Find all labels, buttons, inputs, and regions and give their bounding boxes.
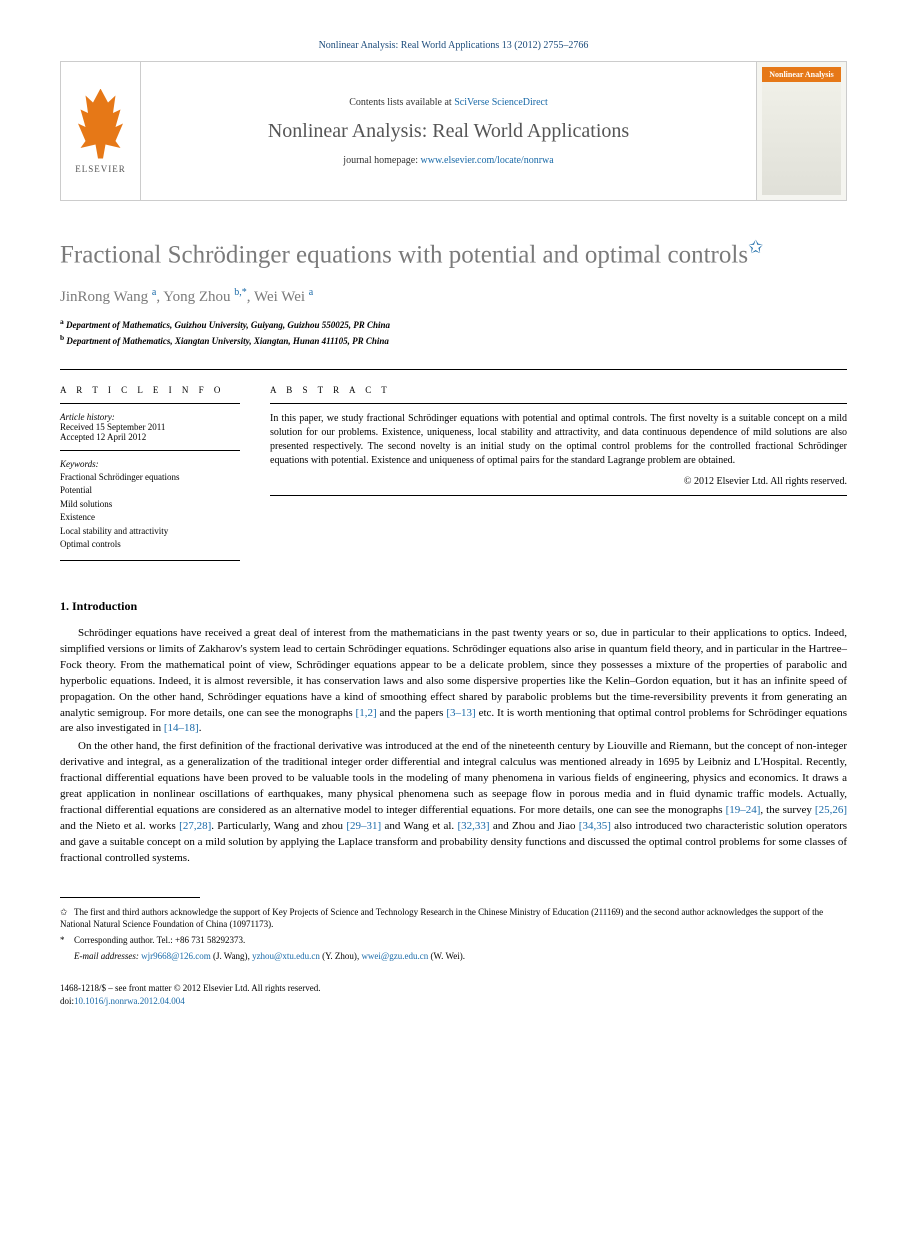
citation-text: Nonlinear Analysis: Real World Applicati… — [319, 40, 589, 51]
affiliation-b: b Department of Mathematics, Xiangtan Un… — [60, 332, 847, 349]
abstract-column: A B S T R A C T In this paper, we study … — [270, 385, 847, 569]
journal-name: Nonlinear Analysis: Real World Applicati… — [268, 120, 629, 143]
homepage-line: journal homepage: www.elsevier.com/locat… — [343, 155, 553, 166]
doi-line: doi:10.1016/j.nonrwa.2012.04.004 — [60, 995, 847, 1008]
keyword-4: Local stability and attractivity — [60, 525, 240, 539]
homepage-prefix: journal homepage: — [343, 155, 418, 166]
publisher-logo-label: ELSEVIER — [75, 164, 126, 174]
cover-title: Nonlinear Analysis — [762, 67, 841, 82]
elsevier-tree-icon — [76, 89, 126, 159]
ref-link[interactable]: [19–24] — [726, 804, 761, 816]
authors-line: JinRong Wang a, Yong Zhou b,*, Wei Wei a — [60, 287, 847, 306]
history-label: Article history: — [60, 412, 240, 422]
ref-link[interactable]: [1,2] — [356, 707, 377, 719]
asterisk-marker: * — [60, 934, 74, 947]
abstract-heading: A B S T R A C T — [270, 385, 847, 395]
divider — [60, 369, 847, 370]
homepage-link[interactable]: www.elsevier.com/locate/nonrwa — [421, 155, 554, 166]
keyword-5: Optimal controls — [60, 538, 240, 552]
doi-link[interactable]: 10.1016/j.nonrwa.2012.04.004 — [74, 996, 185, 1006]
email-footnote: E-mail addresses: wjr9668@126.com (J. Wa… — [60, 950, 847, 963]
publisher-logo: ELSEVIER — [61, 62, 141, 200]
doi-label: doi: — [60, 996, 74, 1006]
info-rule-2 — [60, 450, 240, 451]
section-1-heading: 1. Introduction — [60, 599, 847, 614]
ref-link[interactable]: [3–13] — [446, 707, 475, 719]
info-abstract-row: A R T I C L E I N F O Article history: R… — [60, 385, 847, 569]
email-link-2[interactable]: yzhou@xtu.edu.cn — [252, 951, 320, 961]
abstract-text: In this paper, we study fractional Schrö… — [270, 412, 847, 468]
corresponding-footnote: *Corresponding author. Tel.: +86 731 582… — [60, 934, 847, 947]
abstract-rule-2 — [270, 495, 847, 496]
footer-block: 1468-1218/$ – see front matter © 2012 El… — [60, 982, 847, 1007]
issn-line: 1468-1218/$ – see front matter © 2012 El… — [60, 982, 847, 995]
info-rule-1 — [60, 403, 240, 404]
info-rule-3 — [60, 560, 240, 561]
accepted-line: Accepted 12 April 2012 — [60, 432, 240, 442]
branding-box: ELSEVIER Contents lists available at Sci… — [60, 61, 847, 201]
author-1: JinRong Wang a — [60, 289, 156, 305]
affiliations: a Department of Mathematics, Guizhou Uni… — [60, 316, 847, 349]
footnote-rule — [60, 897, 200, 898]
funding-footnote: ✩The first and third authors acknowledge… — [60, 906, 847, 931]
ref-link[interactable]: [25,26] — [815, 804, 847, 816]
abstract-copyright: © 2012 Elsevier Ltd. All rights reserved… — [270, 476, 847, 487]
author-2: Yong Zhou b,* — [163, 289, 247, 305]
journal-center: Contents lists available at SciVerse Sci… — [141, 62, 756, 200]
received-line: Received 15 September 2011 — [60, 422, 240, 432]
ref-link[interactable]: [34,35] — [579, 820, 611, 832]
intro-paragraph-2: On the other hand, the first definition … — [60, 739, 847, 867]
contents-prefix: Contents lists available at — [349, 97, 451, 108]
intro-paragraph-1: Schrödinger equations have received a gr… — [60, 626, 847, 738]
article-title-text: Fractional Schrödinger equations with po… — [60, 241, 748, 268]
keyword-1: Potential — [60, 484, 240, 498]
article-info-column: A R T I C L E I N F O Article history: R… — [60, 385, 240, 569]
corresponding-text: Corresponding author. Tel.: +86 731 5829… — [74, 935, 245, 945]
ref-link[interactable]: [27,28] — [179, 820, 211, 832]
email-link-1[interactable]: wjr9668@126.com — [141, 951, 211, 961]
contents-line: Contents lists available at SciVerse Sci… — [349, 97, 548, 108]
author-3: Wei Wei a — [254, 289, 313, 305]
sciencedirect-link[interactable]: SciVerse ScienceDirect — [454, 97, 548, 108]
ref-link[interactable]: [32,33] — [457, 820, 489, 832]
keywords-label: Keywords: — [60, 459, 240, 469]
ref-link[interactable]: [14–18] — [164, 722, 199, 734]
journal-cover-thumbnail: Nonlinear Analysis — [756, 62, 846, 200]
article-title: Fractional Schrödinger equations with po… — [60, 236, 847, 272]
email-link-3[interactable]: wwei@gzu.edu.cn — [361, 951, 428, 961]
article-info-heading: A R T I C L E I N F O — [60, 385, 240, 395]
funding-text: The first and third authors acknowledge … — [60, 907, 823, 930]
star-marker: ✩ — [60, 906, 74, 919]
email-label: E-mail addresses: — [74, 951, 139, 961]
abstract-rule-1 — [270, 403, 847, 404]
affiliation-a: a Department of Mathematics, Guizhou Uni… — [60, 316, 847, 333]
title-note-marker: ✩ — [748, 237, 763, 257]
ref-link[interactable]: [29–31] — [346, 820, 381, 832]
keyword-2: Mild solutions — [60, 498, 240, 512]
keyword-3: Existence — [60, 511, 240, 525]
running-head: Nonlinear Analysis: Real World Applicati… — [60, 40, 847, 51]
keyword-0: Fractional Schrödinger equations — [60, 471, 240, 485]
cover-body — [762, 82, 841, 195]
